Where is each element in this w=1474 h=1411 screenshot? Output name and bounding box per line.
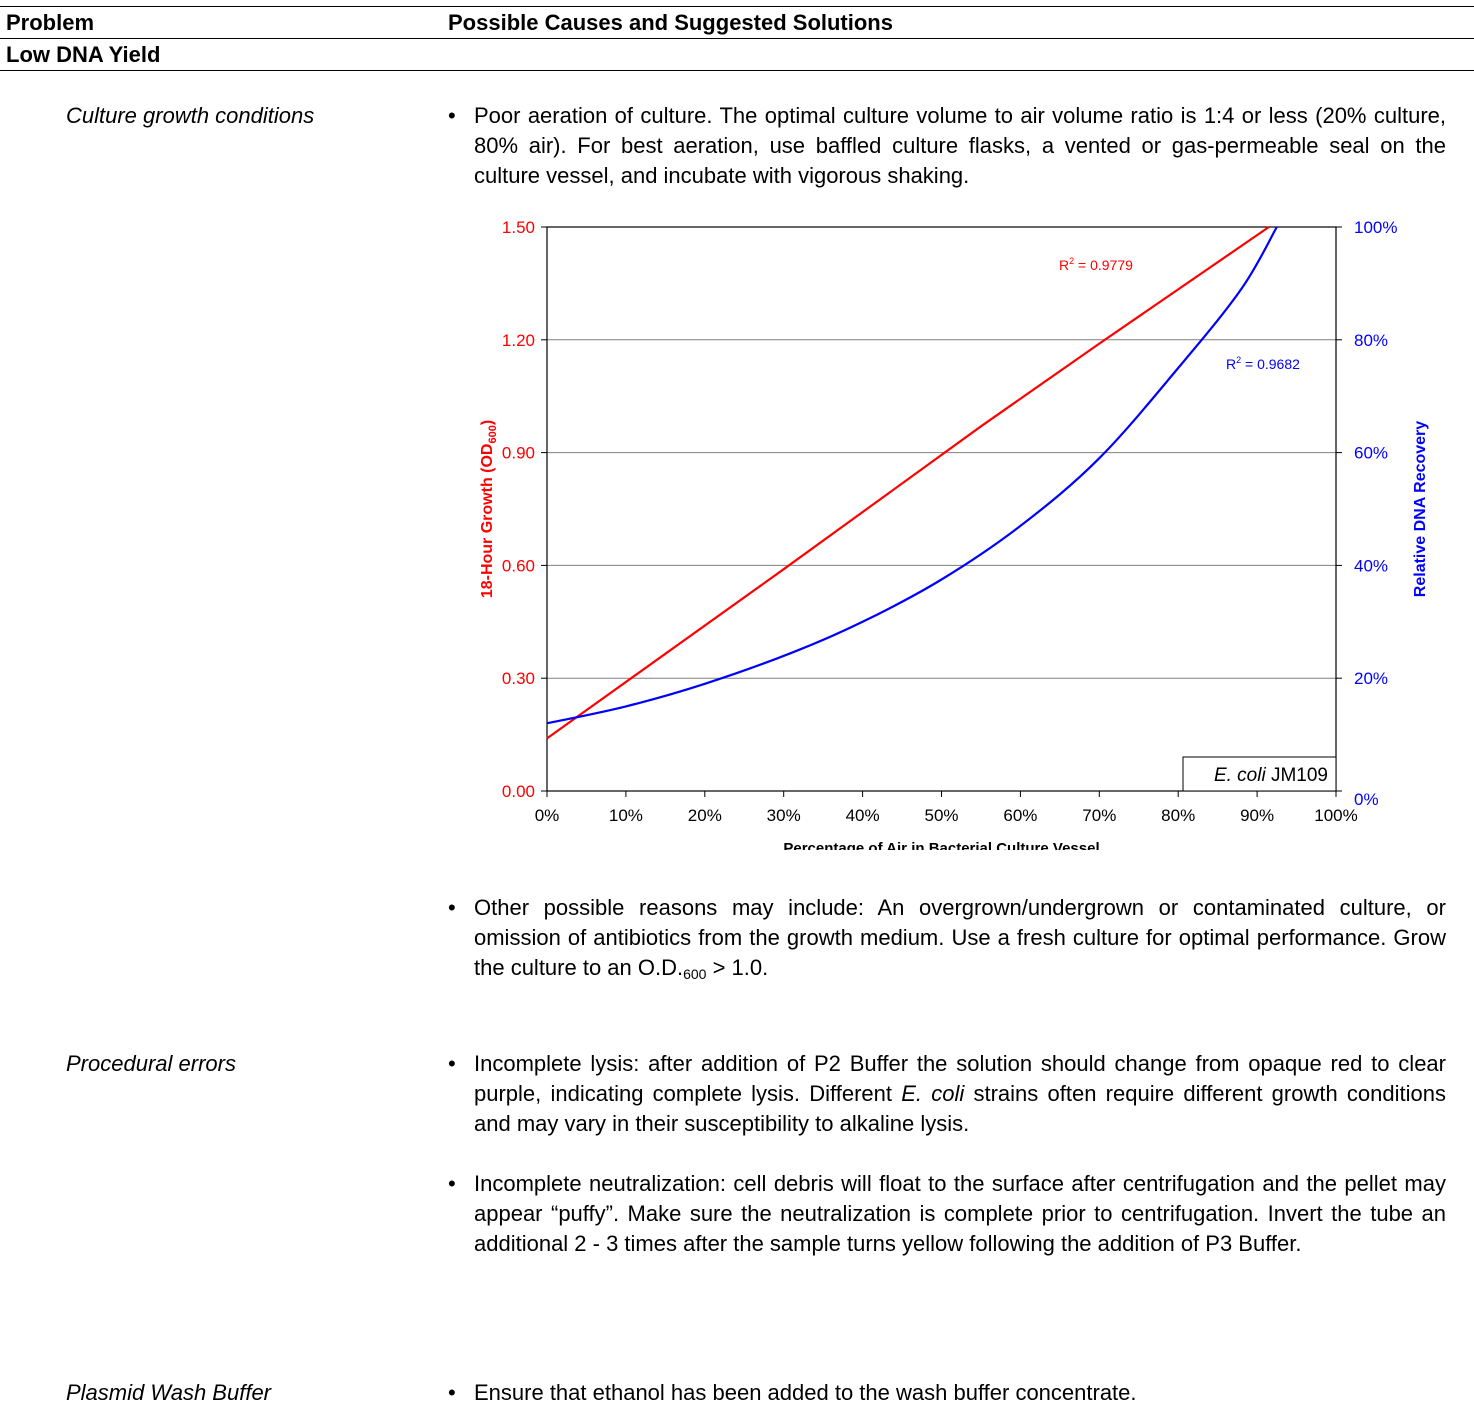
- y-right-tick-label: 80%: [1354, 331, 1388, 350]
- y-left-tick-label: 0.60: [502, 556, 535, 575]
- header-rule: [0, 38, 1474, 39]
- x-tick-label: 0%: [535, 806, 560, 825]
- r-squared-label: R2 = 0.9682: [1226, 355, 1300, 372]
- y-right-axis-title: Relative DNA Recovery: [1412, 421, 1429, 597]
- bullet-incomplete-neutralization: Incomplete neutralization: cell debris w…: [474, 1171, 1446, 1256]
- axis-title-text: ): [479, 420, 496, 425]
- bullet-marker: •: [448, 1051, 456, 1076]
- bullet-text: Other possible reasons may include: An o…: [474, 895, 1446, 980]
- problem-column-header: Problem: [6, 10, 95, 35]
- row-label-plasmid-wash-buffer: Plasmid Wash Buffer: [66, 1380, 272, 1405]
- y-right-tick-label: 0%: [1354, 790, 1379, 809]
- bullet-marker: •: [448, 1380, 456, 1405]
- growth-series-line: [546, 226, 1270, 740]
- x-tick-label: 10%: [609, 806, 643, 825]
- r-squared-symbol: R: [1059, 257, 1069, 273]
- dna-recovery-series-line: [546, 226, 1278, 725]
- x-tick-label: 100%: [1314, 806, 1357, 825]
- bullet-marker: •: [448, 1171, 456, 1196]
- strain-label: E. coli JM109: [1214, 765, 1328, 786]
- subscript: 600: [683, 966, 707, 982]
- row-label-procedural-errors: Procedural errors: [66, 1051, 236, 1076]
- bullet-ethanol: Ensure that ethanol has been added to th…: [474, 1380, 1137, 1405]
- y-left-tick-label: 0.90: [502, 444, 535, 463]
- bullet-text: Incomplete lysis: after addition of P2 B…: [474, 1051, 1446, 1106]
- r-squared-value: = 0.9779: [1074, 257, 1133, 273]
- y-right-tick-label: 100%: [1354, 218, 1397, 237]
- y-left-tick-label: 0.00: [502, 782, 535, 801]
- x-tick-label: 30%: [767, 806, 801, 825]
- x-tick-label: 90%: [1240, 806, 1274, 825]
- bullet-marker: •: [448, 103, 456, 128]
- bullet-marker: •: [448, 895, 456, 920]
- strain-name: JM109: [1266, 765, 1328, 786]
- x-tick-label: 80%: [1161, 806, 1195, 825]
- aeration-chart: 0% 10% 20% 30% 40% 50% 60% 70% 80% 90% 100%0.000.3…: [479, 218, 1429, 850]
- y-left-axis-title: 18-Hour Growth (OD600): [479, 420, 499, 598]
- x-tick-label: 50%: [924, 806, 958, 825]
- r-squared-exponent: 2: [1236, 355, 1241, 365]
- x-tick-label: 70%: [1082, 806, 1116, 825]
- bullet-incomplete-lysis: Incomplete lysis: after addition of P2 B…: [474, 1049, 1446, 1139]
- x-tick-label: 60%: [1003, 806, 1037, 825]
- y-right-tick-label: 40%: [1354, 556, 1388, 575]
- y-left-tick-label: 1.20: [502, 331, 535, 350]
- r-squared-exponent: 2: [1069, 256, 1074, 266]
- y-left-tick-label: 1.50: [502, 218, 535, 237]
- x-tick-label: 20%: [688, 806, 722, 825]
- top-rule: [0, 6, 1474, 7]
- bullet-text: > 1.0.: [706, 955, 769, 980]
- strain-label-box: [1182, 756, 1337, 792]
- section-rule: [0, 70, 1474, 71]
- x-tick-label: 40%: [846, 806, 880, 825]
- strain-species: E. coli: [1214, 765, 1267, 786]
- row-label-culture-growth: Culture growth conditions: [66, 103, 315, 128]
- section-title: Low DNA Yield: [6, 42, 161, 67]
- bullet-poor-aeration: Poor aeration of culture. The optimal cu…: [474, 103, 1446, 188]
- r-squared-value: = 0.9682: [1241, 356, 1300, 372]
- italic-text: E. coli: [901, 1081, 965, 1106]
- x-axis-title: Percentage of Air in Bacterial Culture V…: [783, 840, 1099, 850]
- axis-title-subscript: 600: [487, 425, 499, 443]
- r-squared-symbol: R: [1226, 356, 1236, 372]
- plot-frame: [546, 226, 1337, 792]
- axis-title-text: 18-Hour Growth (OD: [479, 444, 496, 599]
- r-squared-label: R2 = 0.9779: [1059, 256, 1133, 273]
- solutions-column-header: Possible Causes and Suggested Solutions: [448, 10, 893, 35]
- y-right-tick-label: 60%: [1354, 444, 1388, 463]
- bullet-other-reasons: Other possible reasons may include: An o…: [474, 893, 1446, 983]
- y-right-tick-label: 20%: [1354, 669, 1388, 688]
- y-left-tick-label: 0.30: [502, 669, 535, 688]
- bullet-text: strains often require different growth c…: [474, 1081, 1446, 1136]
